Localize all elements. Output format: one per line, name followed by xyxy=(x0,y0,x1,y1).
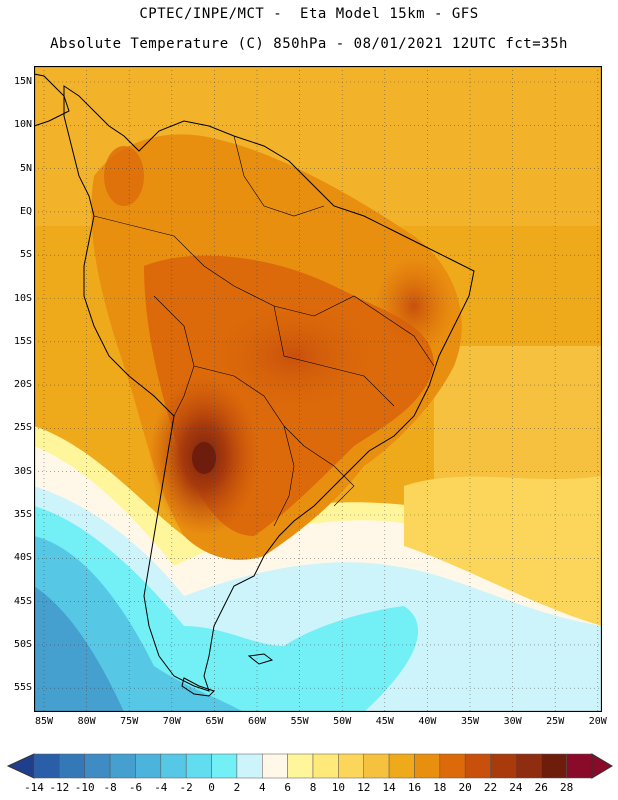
colorbar-label: 4 xyxy=(258,781,266,794)
lon-label: 65W xyxy=(205,716,224,727)
colorbar-label: 20 xyxy=(458,781,472,794)
lon-label: 25W xyxy=(546,716,565,727)
lat-label: 30S xyxy=(13,465,32,477)
hotspot-peak xyxy=(192,442,216,474)
border-6 xyxy=(233,135,325,217)
lat-label: 15N xyxy=(13,76,32,87)
coastline-central-america xyxy=(34,73,70,127)
lat-label: 10S xyxy=(13,292,32,304)
colorbar-swatch xyxy=(490,753,517,779)
country-borders xyxy=(93,135,435,527)
lat-label: 20S xyxy=(13,379,32,391)
field-south-deepblue xyxy=(34,586,124,712)
lon-label: 75W xyxy=(120,716,139,727)
colorbar-label: 22 xyxy=(483,781,498,794)
hotspot-central-brazil xyxy=(204,296,384,416)
colorbar-swatch xyxy=(160,753,187,779)
coastline-falklands xyxy=(247,653,274,665)
colorbar-label: 16 xyxy=(407,781,422,794)
colorbar-label: 24 xyxy=(509,781,523,794)
colorbar-swatch xyxy=(414,753,441,779)
border-3 xyxy=(193,365,305,447)
colorbar-label: 2 xyxy=(233,781,241,794)
lat-label: 40S xyxy=(13,552,32,564)
colorbar-swatch xyxy=(109,753,136,779)
coastline-tierra-del-fuego xyxy=(181,677,215,697)
colorbar-label: 8 xyxy=(309,781,317,794)
colorbar-label: 12 xyxy=(357,781,371,794)
lat-label: 25S xyxy=(13,422,32,434)
colorbar-swatch xyxy=(59,753,85,779)
colorbar-label: 10 xyxy=(331,781,345,794)
colorbar-right-arrow xyxy=(591,753,613,779)
lon-label: 20W xyxy=(588,716,607,727)
temperature-map xyxy=(34,66,602,712)
colorbar-swatch xyxy=(84,753,111,779)
coastlines xyxy=(34,73,475,697)
colorbar-label: -6 xyxy=(128,781,143,794)
lat-label: 15S xyxy=(13,335,32,347)
coastline-south-america xyxy=(63,85,475,692)
colorbar-left-arrow xyxy=(6,753,35,779)
colorbar-swatch xyxy=(135,753,162,779)
colorbar-label: -4 xyxy=(154,781,168,794)
lon-label: 30W xyxy=(503,716,522,727)
lon-label: 85W xyxy=(34,716,54,727)
colorbar-label: 6 xyxy=(284,781,291,794)
border-7 xyxy=(313,295,435,367)
lat-label: 55S xyxy=(13,682,32,694)
lon-label: 60W xyxy=(247,716,267,727)
colorbar-label: -12 xyxy=(49,781,70,794)
lat-label: 10N xyxy=(13,119,32,131)
graticule xyxy=(34,66,602,712)
colorbar-swatch xyxy=(287,753,314,779)
lon-label: 80W xyxy=(77,716,96,727)
border-4 xyxy=(273,425,295,527)
colorbar-swatch xyxy=(338,753,364,779)
lat-label: 5S xyxy=(19,249,32,261)
colorbar-swatch xyxy=(541,753,567,779)
lat-label: EQ xyxy=(19,205,32,217)
colorbar-swatch xyxy=(439,753,466,779)
colorbar-swatch xyxy=(388,753,415,779)
colorbar-label: -2 xyxy=(179,781,193,794)
title-line-1: CPTEC/INPE/MCT - Eta Model 15km - GFS xyxy=(139,6,479,22)
colorbar-swatch xyxy=(185,753,212,779)
colorbar-swatch xyxy=(211,753,238,779)
colorbar-swatch xyxy=(33,753,60,779)
hotspot-venezuela xyxy=(104,146,144,206)
border-8 xyxy=(273,305,395,407)
hotspot-nordeste xyxy=(374,256,454,356)
lon-label: 45W xyxy=(375,716,394,727)
lat-label: 5N xyxy=(19,162,32,174)
colorbar-label: -10 xyxy=(74,781,95,794)
colorbar xyxy=(6,753,613,779)
lon-label: 50W xyxy=(333,716,352,727)
lon-label: 35W xyxy=(460,716,480,727)
lon-label: 70W xyxy=(162,716,181,727)
colorbar-swatch xyxy=(236,753,263,779)
colorbar-label: -14 xyxy=(24,781,44,794)
lon-label: 55W xyxy=(290,716,309,727)
colorbar-label: -8 xyxy=(103,781,117,794)
colorbar-label: 14 xyxy=(382,781,396,794)
colorbar-swatch xyxy=(464,753,491,779)
map-frame xyxy=(34,66,602,712)
colorbar-label: 26 xyxy=(534,781,548,794)
colorbar-swatch xyxy=(312,753,339,779)
border-5 xyxy=(303,445,355,507)
colorbar-label: 28 xyxy=(560,781,574,794)
colorbar-swatch xyxy=(262,753,288,779)
lon-label: 40W xyxy=(418,716,437,727)
title-line-2: Absolute Temperature (C) 850hPa - 08/01/… xyxy=(50,36,568,52)
lat-label: 45S xyxy=(13,595,32,607)
lat-label: 35S xyxy=(13,509,32,520)
colorbar-label: 18 xyxy=(433,781,447,794)
field-atlantic-yellow xyxy=(404,476,602,626)
colorbar-label: 0 xyxy=(208,781,215,794)
colorbar-swatch xyxy=(515,753,542,779)
lat-label: 50S xyxy=(13,638,32,650)
colorbar-swatch xyxy=(363,753,390,779)
colorbar-swatch xyxy=(566,753,593,779)
